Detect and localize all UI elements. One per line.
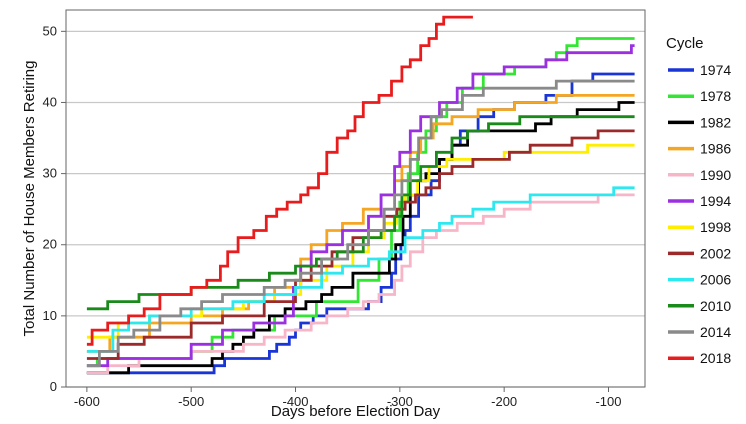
series-line-2002 <box>86 129 635 360</box>
series-lines <box>86 15 635 375</box>
series-line-1986 <box>86 94 635 353</box>
y-tick-label: 20 <box>43 237 57 252</box>
x-tick-label: -300 <box>387 394 413 409</box>
series-line-2014 <box>86 79 635 368</box>
legend-label-1994: 1994 <box>700 193 731 209</box>
x-tick-label: -200 <box>491 394 517 409</box>
x-tick-label: -600 <box>74 394 100 409</box>
series-line-2010 <box>86 115 635 311</box>
legend-label-2002: 2002 <box>700 245 731 261</box>
y-tick-label: 30 <box>43 166 57 181</box>
series-line-1990 <box>86 193 635 375</box>
x-tick-label: -400 <box>282 394 308 409</box>
legend-label-1998: 1998 <box>700 219 731 235</box>
legend-title: Cycle <box>666 35 704 52</box>
plot-frame <box>65 9 646 388</box>
y-tick-label: 10 <box>43 308 57 323</box>
y-tick-label: 50 <box>43 23 57 38</box>
y-tick-label: 40 <box>43 94 57 109</box>
x-tick-label: -100 <box>595 394 621 409</box>
series-line-1982 <box>86 101 635 375</box>
legend-label-2006: 2006 <box>700 272 731 288</box>
gridlines <box>66 30 645 388</box>
series-line-2006 <box>86 186 635 353</box>
legend-label-2010: 2010 <box>700 298 731 314</box>
series-line-1994 <box>86 44 635 368</box>
legend-label-1982: 1982 <box>700 114 731 130</box>
x-axis-ticks: -600 -500 -400 -300 -200 -100 <box>74 387 622 409</box>
x-tick-label: -500 <box>178 394 204 409</box>
legend-label-1986: 1986 <box>700 141 731 157</box>
legend-label-1978: 1978 <box>700 88 731 104</box>
legend-label-1974: 1974 <box>700 62 731 78</box>
x-axis-title: Days before Election Day <box>271 403 441 420</box>
y-tick-label: 0 <box>50 379 57 394</box>
y-axis-ticks: 0 10 20 30 40 50 <box>43 23 66 394</box>
y-axis-title: Total Number of House Members Retiring <box>21 61 38 337</box>
legend-label-2018: 2018 <box>700 350 731 366</box>
legend-label-1990: 1990 <box>700 167 731 183</box>
legend: Cycle 1974 1978 1982 1986 1990 1994 1998 2002 20… <box>666 35 731 366</box>
legend-label-2014: 2014 <box>700 324 731 340</box>
series-line-2018 <box>86 15 473 346</box>
